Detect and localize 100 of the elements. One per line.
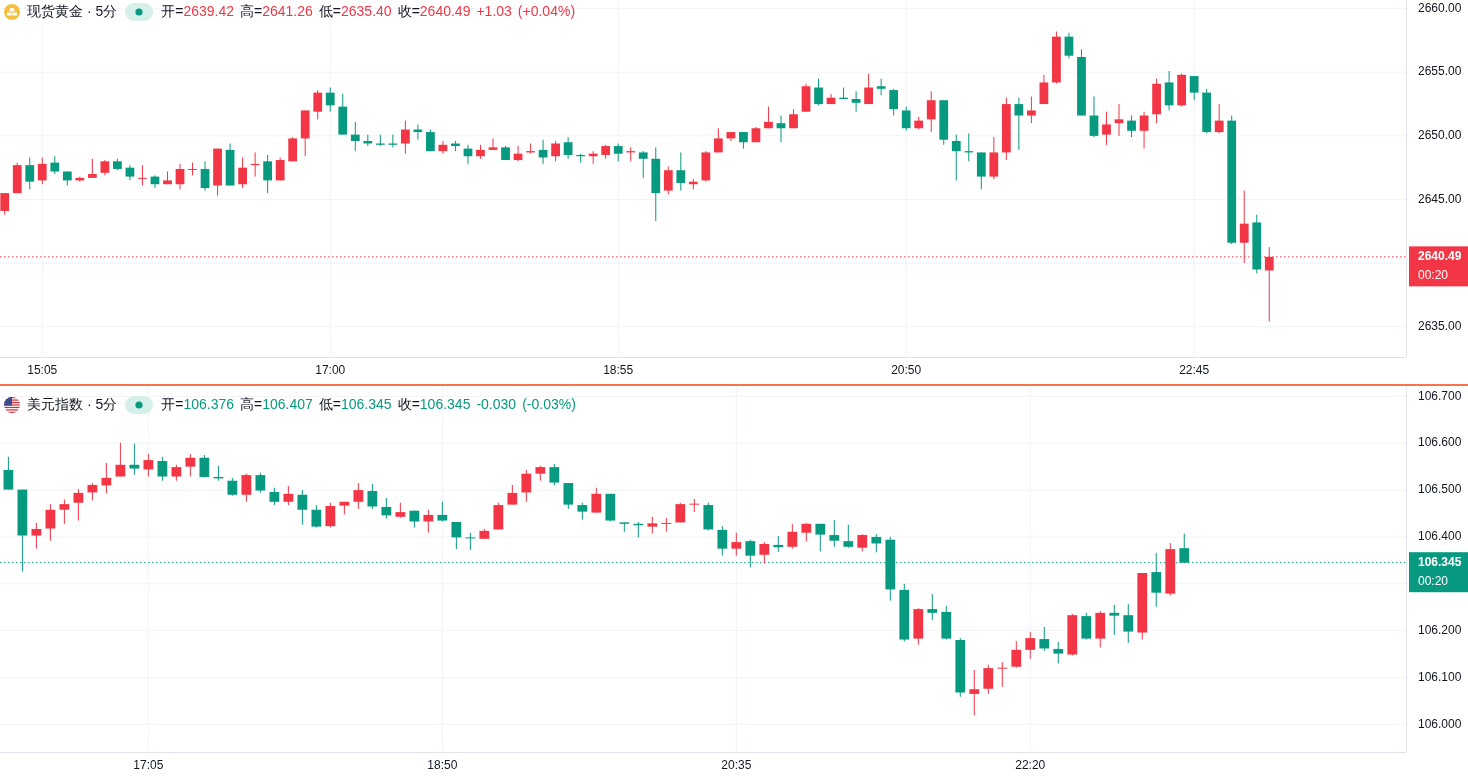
candlestick bbox=[538, 139, 548, 165]
candlestick bbox=[1139, 111, 1149, 150]
candlestick bbox=[815, 523, 826, 552]
candlestick bbox=[488, 137, 498, 151]
candlestick bbox=[175, 163, 185, 190]
candlestick bbox=[1027, 95, 1036, 124]
candlestick bbox=[367, 483, 378, 510]
candlestick bbox=[255, 472, 266, 493]
candlestick bbox=[313, 89, 323, 120]
x-tick-label: 15:05 bbox=[27, 363, 58, 378]
candlestick bbox=[997, 661, 1008, 688]
y-tick-label: 106.100 bbox=[1418, 669, 1462, 684]
ref-line-label: 2640.49 00:20 bbox=[1418, 249, 1462, 283]
x-tick-label: 22:20 bbox=[1015, 758, 1046, 773]
candlestick bbox=[241, 473, 252, 503]
candlestick bbox=[871, 533, 882, 553]
candlestick bbox=[889, 88, 899, 117]
candlestick bbox=[3, 456, 14, 491]
candlestick bbox=[45, 503, 56, 542]
candlestick bbox=[0, 192, 10, 216]
candlestick bbox=[288, 136, 298, 162]
candlestick bbox=[185, 453, 196, 477]
candlestick bbox=[801, 522, 812, 543]
candlestick bbox=[638, 150, 648, 179]
candlestick bbox=[115, 442, 126, 477]
candlestick bbox=[843, 524, 854, 549]
candlestick bbox=[451, 521, 462, 550]
candlestick bbox=[73, 488, 84, 522]
candlestick bbox=[983, 664, 994, 695]
candlestick bbox=[1127, 115, 1136, 138]
candlestick bbox=[31, 522, 42, 550]
candlestick bbox=[731, 532, 742, 557]
candlestick bbox=[1014, 97, 1024, 151]
candlestick bbox=[325, 502, 336, 529]
candlestick bbox=[87, 158, 97, 179]
candlestick bbox=[400, 120, 410, 155]
y-tick-label: 106.500 bbox=[1418, 482, 1462, 497]
candlestick bbox=[59, 498, 70, 525]
candlestick bbox=[157, 456, 168, 482]
candlestick bbox=[129, 443, 140, 476]
candlestick bbox=[423, 509, 434, 534]
candlestick bbox=[1039, 626, 1050, 652]
candlestick bbox=[1109, 604, 1120, 636]
candlestick bbox=[1189, 75, 1199, 101]
candlestick bbox=[563, 136, 573, 160]
text: 开=106.376 高=106.407 低=106.345 收=106.345 -0.030 (-0.03%) bbox=[161, 396, 576, 412]
y-tick-label: 106.400 bbox=[1418, 529, 1462, 544]
candlestick bbox=[951, 134, 961, 181]
candlestick bbox=[663, 165, 673, 195]
candlestick bbox=[563, 482, 574, 510]
candlestick bbox=[350, 121, 360, 152]
text: 美元指数 · 5分 bbox=[27, 396, 118, 414]
candlestick bbox=[1123, 603, 1134, 644]
candlestick bbox=[551, 140, 560, 162]
x-tick-label: 18:55 bbox=[603, 363, 634, 378]
chart-title: 现货黄金 · 5分 bbox=[27, 3, 118, 21]
candlestick bbox=[297, 489, 308, 526]
y-tick-label: 2650.00 bbox=[1418, 128, 1462, 143]
candlestick bbox=[717, 525, 728, 557]
y-tick-label: 2660.00 bbox=[1418, 0, 1462, 15]
candlestick bbox=[676, 151, 686, 192]
candlestick bbox=[37, 157, 47, 185]
candlestick bbox=[851, 90, 861, 113]
x-tick-label: 22:45 bbox=[1179, 363, 1210, 378]
candlestick bbox=[1214, 103, 1224, 134]
candlestick bbox=[927, 593, 938, 621]
candlestick bbox=[1039, 74, 1049, 105]
ref-line-label: 106.345 00:20 bbox=[1418, 554, 1462, 588]
candlestick bbox=[263, 154, 273, 194]
candlestick bbox=[325, 87, 335, 113]
y-tick-label: 2645.00 bbox=[1418, 191, 1462, 206]
candlestick bbox=[200, 160, 210, 192]
candlestick bbox=[1114, 103, 1124, 137]
candlestick bbox=[25, 157, 35, 190]
candlestick bbox=[901, 106, 911, 132]
candlestick bbox=[381, 497, 392, 520]
candlestick bbox=[101, 462, 112, 494]
y-tick-label: 106.200 bbox=[1418, 622, 1462, 637]
candlestick bbox=[1164, 70, 1174, 111]
candlestick bbox=[1081, 612, 1092, 641]
candlestick bbox=[521, 469, 532, 503]
candlestick bbox=[591, 487, 602, 514]
candlestick bbox=[353, 482, 364, 510]
x-tick-label: 20:50 bbox=[891, 363, 922, 378]
candlestick bbox=[864, 73, 873, 105]
text: 开=2639.42 高=2641.26 低=2635.40 收=2640.49 +1.03 (+0.04%) bbox=[161, 3, 576, 19]
candlestick bbox=[238, 157, 247, 189]
candlestick bbox=[1053, 641, 1064, 664]
y-tick-label: 106.000 bbox=[1418, 716, 1462, 731]
candlestick bbox=[138, 164, 147, 186]
x-tick-label: 18:50 bbox=[427, 758, 458, 773]
candlestick bbox=[283, 485, 294, 506]
candlestick bbox=[1102, 111, 1111, 146]
candlestick bbox=[1011, 640, 1022, 669]
candlestick bbox=[814, 78, 823, 106]
candlestick bbox=[507, 484, 518, 506]
candlestick bbox=[876, 78, 886, 96]
candlestick bbox=[1025, 631, 1036, 660]
candlestick bbox=[787, 523, 798, 550]
candlestick bbox=[713, 127, 723, 153]
